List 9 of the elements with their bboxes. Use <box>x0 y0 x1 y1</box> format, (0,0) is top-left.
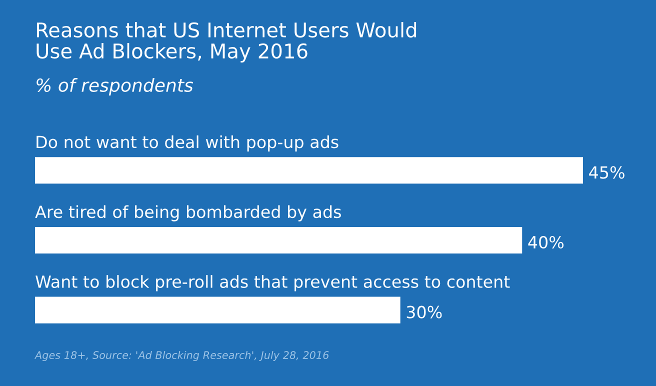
chart-title: Reasons that US Internet Users Would Use Ad Blockers, May 2016 <box>36 22 416 63</box>
text: Ages 18+, Source: 'Ad Blocking Research', July 28, 2016 <box>34 350 329 362</box>
chart-subtitle: % of respondents <box>36 78 194 96</box>
y-tick-label: Do not want to deal with pop-up ads <box>36 135 338 152</box>
y-tick-label: Want to block pre-roll ads that prevent access to content <box>36 275 510 292</box>
data-label: 40% <box>528 236 564 249</box>
data-label: 30% <box>406 306 442 318</box>
y-tick-label: Are tired of being bombarded by ads <box>35 205 341 222</box>
data-label: 45% <box>589 166 624 179</box>
